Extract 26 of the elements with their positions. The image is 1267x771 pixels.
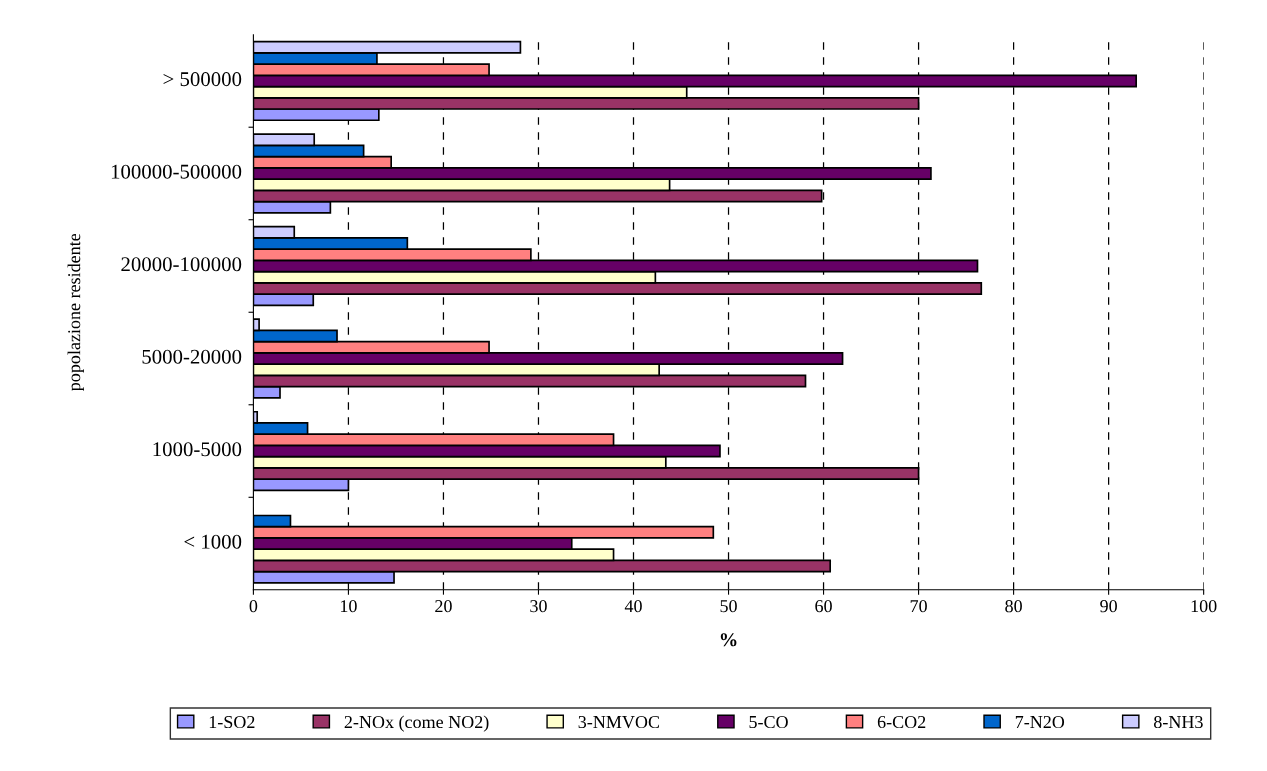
y-tick-label: 20000-100000 (121, 257, 242, 272)
y-tick-label: < 1000 (184, 534, 242, 549)
x-tick-label: 100 (1191, 600, 1217, 613)
legend-label: 6-CO2 (877, 715, 926, 729)
x-tick-label: 50 (720, 600, 737, 613)
legend-label: 1-SO2 (209, 715, 255, 729)
y-tick-label: 5000-20000 (142, 349, 242, 364)
legend-label: 2-NOx (come NO2) (344, 715, 489, 732)
x-tick-label: 80 (1005, 600, 1022, 613)
x-axis-title: % (720, 633, 737, 647)
x-tick-label: 90 (1100, 600, 1117, 613)
legend-label: 3-NMVOC (578, 715, 660, 729)
x-tick-label: 0 (249, 600, 258, 613)
x-tick-label: 60 (815, 600, 832, 613)
y-tick-label: > 500000 (163, 72, 242, 87)
legend-label: 5-CO (749, 715, 788, 729)
y-axis-title: popolazione residente (67, 233, 84, 391)
y-tick-label: 1000-5000 (153, 442, 242, 457)
x-tick-label: 40 (624, 600, 642, 613)
legend-label: 8-NH3 (1154, 715, 1203, 729)
x-tick-label: 70 (910, 600, 927, 613)
legend-label: 7-N2O (1015, 715, 1065, 729)
x-tick-label: 20 (435, 600, 452, 613)
x-tick-label: 10 (340, 600, 357, 613)
y-tick-label: 100000-500000 (111, 164, 242, 179)
x-tick-label: 30 (530, 600, 547, 613)
